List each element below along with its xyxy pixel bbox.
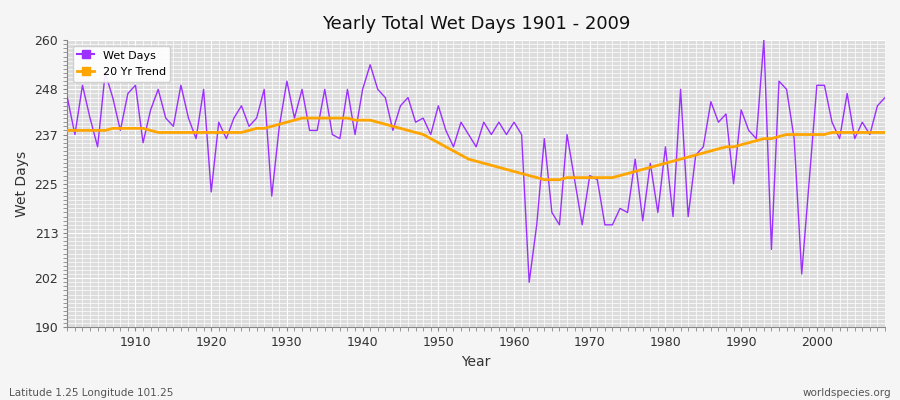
Text: Latitude 1.25 Longitude 101.25: Latitude 1.25 Longitude 101.25 (9, 388, 174, 398)
Title: Yearly Total Wet Days 1901 - 2009: Yearly Total Wet Days 1901 - 2009 (322, 15, 630, 33)
Y-axis label: Wet Days: Wet Days (15, 151, 29, 217)
X-axis label: Year: Year (462, 355, 490, 369)
Text: worldspecies.org: worldspecies.org (803, 388, 891, 398)
Legend: Wet Days, 20 Yr Trend: Wet Days, 20 Yr Trend (73, 46, 170, 82)
